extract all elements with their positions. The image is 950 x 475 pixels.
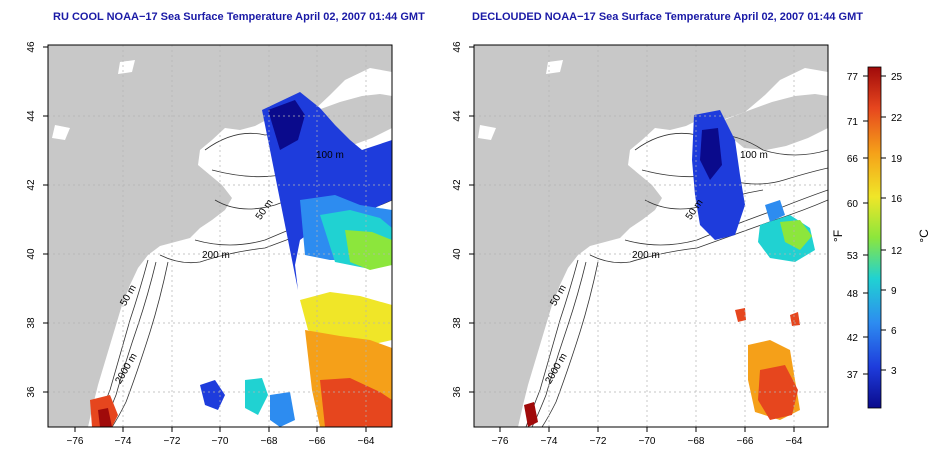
contour-label: 200 m: [202, 250, 230, 261]
colorbar: [867, 66, 882, 409]
celsius-tick: 22: [891, 113, 903, 124]
x-tick-label: −76: [67, 436, 84, 447]
declouded-sst: [524, 110, 815, 427]
fahrenheit-tick: 77: [847, 72, 859, 83]
grid: [474, 45, 828, 427]
x-tick-label: −74: [541, 436, 558, 447]
sst-swath: [90, 92, 392, 427]
land-lake: [478, 125, 496, 140]
right-map-title: DECLOUDED NOAA−17 Sea Surface Temperatur…: [472, 11, 863, 23]
fahrenheit-tick: 66: [847, 154, 859, 165]
y-tick-label: 40: [26, 248, 37, 260]
y-tick-label: 44: [26, 110, 37, 122]
x-tick-label: −66: [737, 436, 754, 447]
contour-label: 200 m: [632, 250, 660, 261]
fahrenheit-unit-label: °F: [831, 230, 845, 242]
fahrenheit-tick: 53: [847, 251, 859, 262]
land-mass: [474, 45, 828, 427]
land-lake: [546, 60, 563, 74]
x-tick-label: −76: [492, 436, 509, 447]
contour-label: 100 m: [740, 150, 768, 161]
celsius-tick: 19: [891, 154, 903, 165]
y-tick-label: 38: [452, 317, 463, 329]
x-tick-label: −64: [358, 436, 375, 447]
x-tick-label: −72: [590, 436, 607, 447]
x-tick-label: −68: [261, 436, 278, 447]
land-lake: [52, 125, 70, 140]
y-tick-label: 36: [26, 386, 37, 398]
y-tick-label: 36: [452, 386, 463, 398]
fahrenheit-tick: 37: [847, 370, 859, 381]
y-tick-label: 44: [452, 110, 463, 122]
fahrenheit-tick: 42: [847, 333, 859, 344]
land-nova-scotia: [724, 94, 828, 150]
celsius-tick: 3: [891, 366, 897, 377]
y-tick-label: 38: [26, 317, 37, 329]
x-tick-label: −74: [115, 436, 132, 447]
fahrenheit-tick: 71: [847, 117, 859, 128]
left-map-title: RU COOL NOAA−17 Sea Surface Temperature …: [53, 11, 425, 23]
x-tick-label: −66: [309, 436, 326, 447]
grid: [48, 45, 392, 427]
x-tick-label: −68: [688, 436, 705, 447]
contour-label: 100 m: [316, 150, 344, 161]
y-tick-label: 46: [26, 41, 37, 53]
x-tick-label: −70: [212, 436, 229, 447]
x-tick-label: −72: [164, 436, 181, 447]
fahrenheit-tick: 48: [847, 289, 859, 300]
land-lake: [118, 60, 135, 74]
y-tick-label: 42: [26, 179, 37, 191]
right-map-frame: [473, 44, 829, 428]
y-tick-label: 46: [452, 41, 463, 53]
celsius-tick: 16: [891, 194, 903, 205]
celsius-unit-label: °C: [917, 229, 931, 243]
celsius-tick: 9: [891, 286, 897, 297]
y-tick-label: 42: [452, 179, 463, 191]
fahrenheit-tick: 60: [847, 199, 859, 210]
celsius-tick: 6: [891, 326, 897, 337]
celsius-tick: 12: [891, 246, 903, 257]
land-mass: [48, 45, 392, 427]
y-tick-label: 40: [452, 248, 463, 260]
x-tick-label: −64: [786, 436, 803, 447]
x-tick-label: −70: [639, 436, 656, 447]
celsius-tick: 25: [891, 72, 903, 83]
